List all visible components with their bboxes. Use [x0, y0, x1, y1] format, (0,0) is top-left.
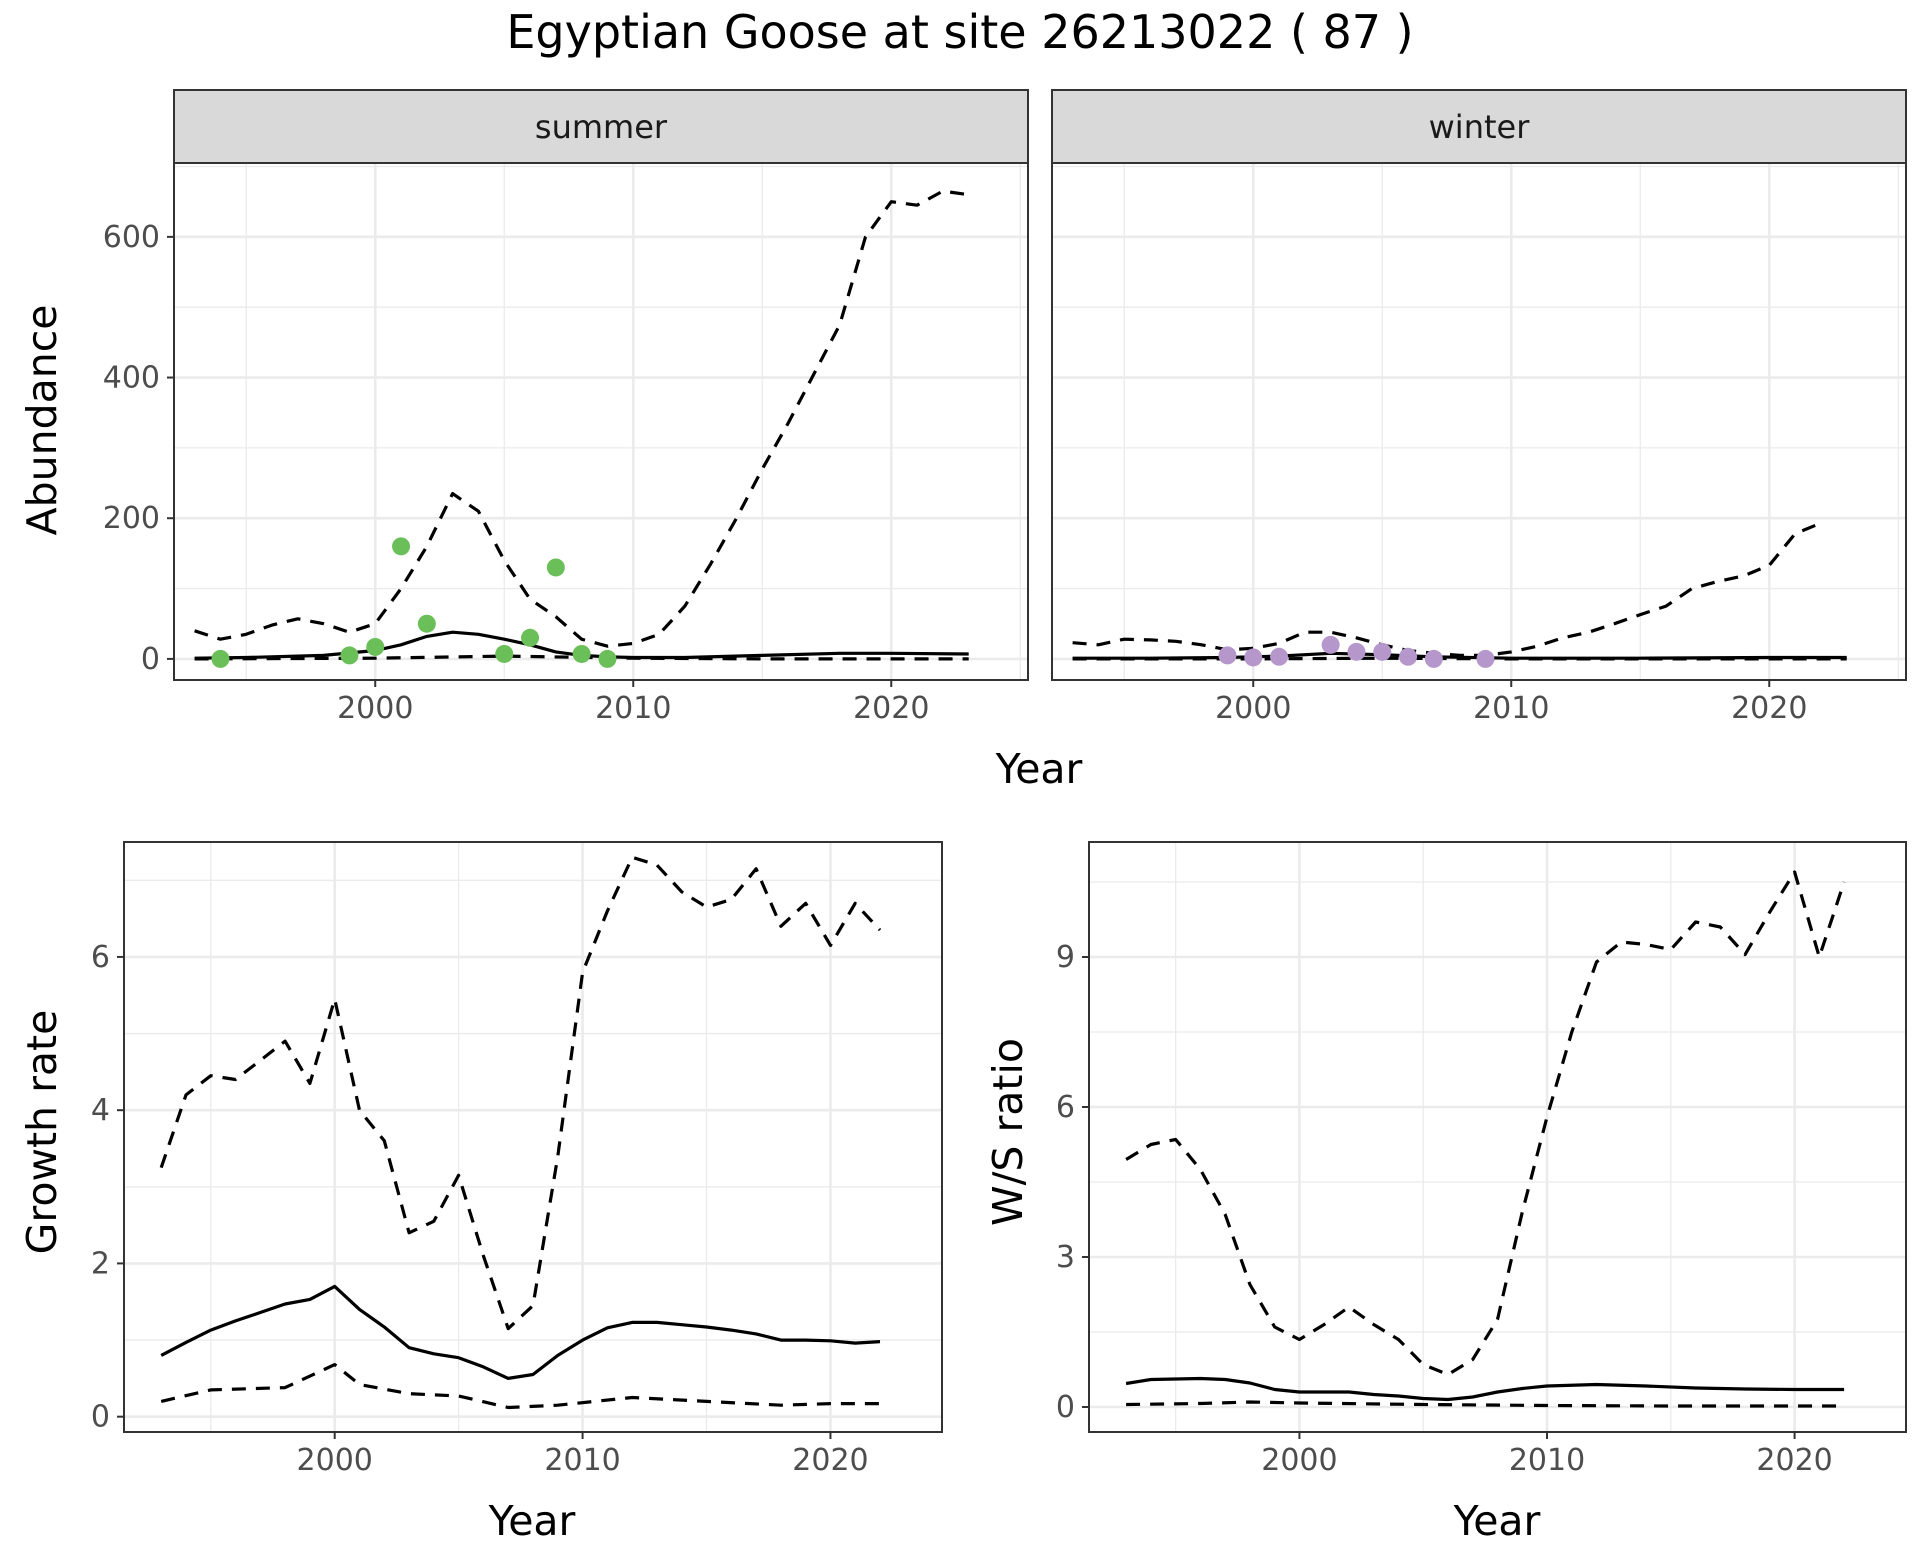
abundance-summer-data-point	[546, 558, 565, 577]
abundance-summer-data-point	[521, 628, 540, 647]
abundance-summer-data-point	[598, 649, 617, 668]
abundance-winter-x-tick-label: 2000	[1215, 691, 1291, 726]
abundance-winter-data-point	[1476, 649, 1495, 668]
abundance-winter-data-point	[1347, 642, 1366, 661]
abundance-winter-strip	[1051, 89, 1907, 164]
ws-x-axis-title: Year	[1453, 1497, 1541, 1545]
abundance-y-axis-title: Abundance	[18, 305, 66, 536]
growth-x-tick-label: 2010	[544, 1443, 620, 1478]
top-figure: 2000 2010 2020 0 200 400 600 summer 2000 2010 202…	[18, 89, 1907, 793]
abundance-summer-y-tick-label: 600	[103, 220, 160, 255]
abundance-summer-data-point	[417, 614, 436, 633]
ws-y-axis-title: W/S ratio	[984, 1038, 1032, 1226]
abundance-winter-data-point	[1399, 647, 1418, 666]
abundance-winter-data-point	[1424, 649, 1443, 668]
growth-x-tick-label: 2020	[792, 1443, 868, 1478]
abundance-winter-background	[1052, 163, 1906, 680]
abundance-summer-data-point	[340, 646, 359, 665]
abundance-summer-x-tick-label: 2020	[853, 691, 929, 726]
ws-ratio-y-tick-label: 3	[1056, 1240, 1075, 1275]
growth-y-axis-title: Growth rate	[18, 1010, 66, 1255]
ws-ratio-y-tick-label: 0	[1056, 1390, 1075, 1425]
abundance-winter-data-point	[1218, 646, 1237, 665]
growth-lower-line	[160, 1363, 880, 1410]
ws-ratio-x-tick-label: 2000	[1261, 1443, 1337, 1478]
ws-ratio-y-tick-label: 6	[1056, 1090, 1075, 1125]
abundance-panel-winter: 2000 2010 2020 winter	[1051, 89, 1907, 726]
ws-ratio-panel: 2000 2010 2020 0 3 6 9	[1056, 841, 1907, 1478]
growth-y-tick-label: 0	[91, 1400, 110, 1435]
abundance-winter-data-point	[1270, 647, 1289, 666]
growth-rate-panel: 2000 2010 2020 0 2 4 6	[91, 841, 943, 1478]
abundance-winter-data-point	[1244, 648, 1263, 667]
abundance-summer-data-point	[572, 644, 591, 663]
ws-ratio-lower-line	[1126, 1400, 1845, 1408]
bottom-right-figure: 2000 2010 2020 0 3 6 9 Year W/S ratio	[984, 841, 1907, 1545]
abundance-winter-upper-line	[1072, 521, 1822, 657]
abundance-summer-data-point	[392, 537, 411, 556]
abundance-summer-upper-line	[194, 189, 969, 648]
ws-ratio-estimate-line	[1125, 1376, 1845, 1402]
abundance-summer-strip-label: summer	[535, 108, 668, 146]
growth-background	[124, 842, 942, 1432]
abundance-panel-summer: 2000 2010 2020 0 200 400 600 summer	[103, 89, 1029, 726]
abundance-summer-x-tick-label: 2000	[337, 691, 413, 726]
abundance-winter-x-tick-label: 2010	[1473, 691, 1549, 726]
growth-x-tick-label: 2000	[297, 1443, 373, 1478]
ws-ratio-upper-line	[1125, 870, 1846, 1377]
abundance-x-axis-title: Year	[995, 745, 1083, 793]
ws-ratio-x-tick-label: 2020	[1756, 1443, 1832, 1478]
ws-ratio-x-tick-label: 2010	[1509, 1443, 1585, 1478]
growth-x-axis-title: Year	[488, 1497, 576, 1545]
abundance-winter-strip-label: winter	[1429, 108, 1531, 146]
abundance-summer-x-tick-label: 2010	[595, 691, 671, 726]
abundance-summer-background	[174, 163, 1028, 680]
abundance-winter-x-tick-label: 2020	[1731, 691, 1807, 726]
abundance-summer-data-point	[495, 644, 514, 663]
abundance-winter-data-point	[1373, 642, 1392, 661]
abundance-winter-data-point	[1321, 635, 1340, 654]
abundance-summer-data-point	[211, 649, 230, 668]
bottom-left-figure: 2000 2010 2020 0 2 4 6 Year Growth rate	[18, 841, 943, 1545]
growth-border	[123, 841, 943, 1433]
main-title: Egyptian Goose at site 26213022 ( 87 )	[506, 5, 1413, 59]
growth-estimate-line	[160, 1284, 881, 1380]
abundance-summer-y-tick-label: 200	[103, 501, 160, 536]
ws-ratio-border	[1088, 841, 1907, 1433]
ws-ratio-y-tick-label: 9	[1056, 940, 1075, 975]
ws-ratio-background	[1089, 842, 1906, 1432]
abundance-summer-y-tick-label: 0	[141, 642, 160, 677]
growth-y-tick-label: 2	[91, 1246, 110, 1281]
growth-y-tick-label: 6	[91, 940, 110, 975]
abundance-summer-strip	[173, 89, 1029, 164]
growth-y-tick-label: 4	[91, 1093, 110, 1128]
abundance-summer-data-point	[366, 637, 385, 656]
abundance-summer-y-tick-label: 400	[103, 361, 160, 396]
